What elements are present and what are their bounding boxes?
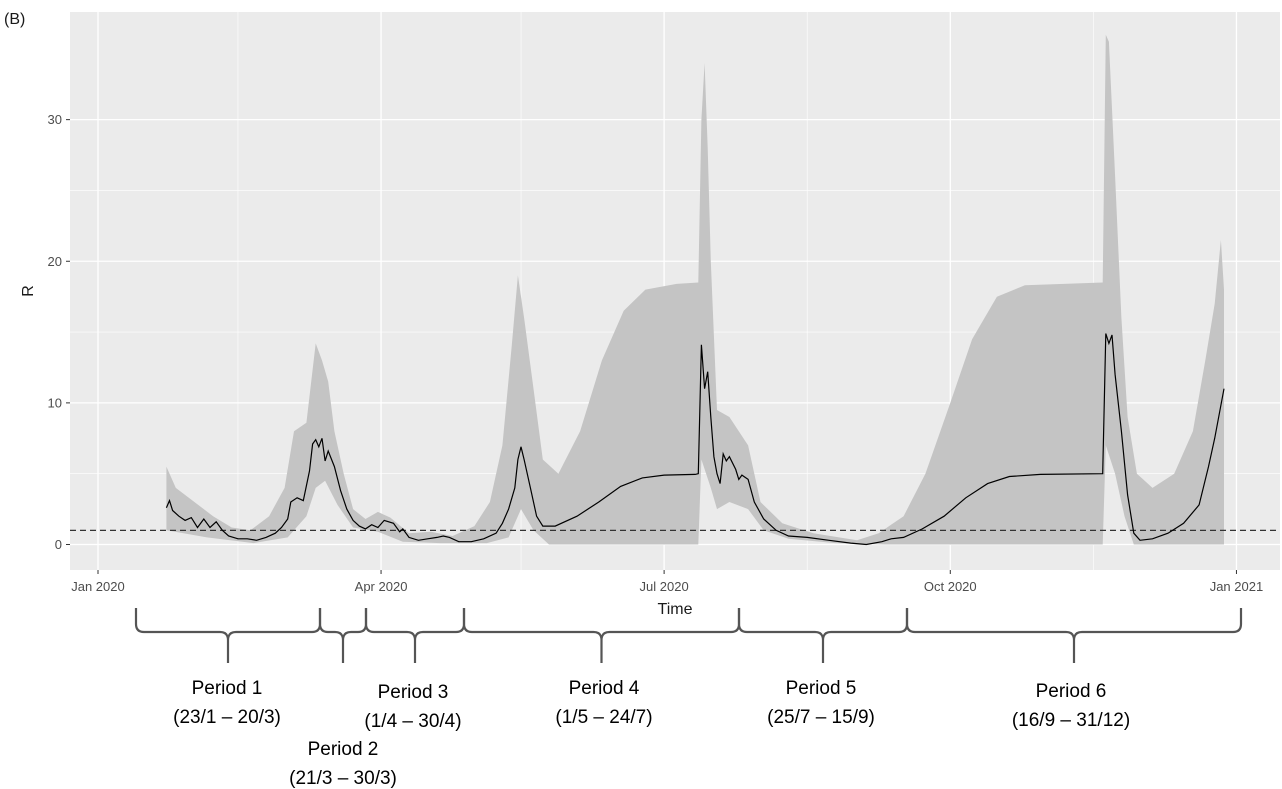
x-tick-label: Oct 2020 [924, 579, 977, 594]
period-label: Period 4 [569, 678, 640, 699]
period-brace [905, 608, 1243, 663]
period-label: Period 6 [1036, 681, 1107, 702]
period-brace [318, 608, 368, 663]
period-brace [134, 608, 322, 663]
period-annotations: Period 1 (23/1 – 20/3) Period 2 (21/3 – 30/… [134, 608, 1243, 789]
period-range: (25/7 – 15/9) [767, 707, 875, 728]
period-label: Period 1 [192, 678, 263, 699]
x-tick-label: Apr 2020 [355, 579, 408, 594]
y-tick-label: 0 [55, 537, 62, 552]
period-label: Period 2 [308, 739, 379, 760]
period-range: (1/4 – 30/4) [364, 711, 461, 732]
period-brace [737, 608, 909, 663]
y-tick-label: 10 [48, 395, 62, 410]
y-tick-label: 30 [48, 112, 62, 127]
y-axis-ticks: 0 10 20 30 [48, 112, 70, 552]
period-range: (21/3 – 30/3) [289, 768, 397, 789]
x-tick-label: Jan 2021 [1210, 579, 1264, 594]
y-axis-title: R [20, 285, 37, 297]
period-range: (16/9 – 31/12) [1012, 710, 1130, 731]
x-axis-title: Time [658, 601, 693, 618]
confidence-interval-ribbon [166, 34, 1224, 545]
period-brace [364, 608, 466, 663]
r-estimate-line [165, 333, 1225, 546]
x-tick-label: Jan 2020 [71, 579, 125, 594]
period-label: Period 3 [378, 682, 449, 703]
period-brace [462, 608, 741, 663]
period-range: (1/5 – 24/7) [555, 707, 652, 728]
x-tick-label: Jul 2020 [640, 579, 689, 594]
panel-label: (B) [4, 11, 25, 28]
x-axis-ticks: Jan 2020 Apr 2020 Jul 2020 Oct 2020 Jan 2021 [71, 570, 1263, 594]
period-label: Period 5 [786, 678, 857, 699]
y-tick-label: 20 [48, 254, 62, 269]
period-range: (23/1 – 20/3) [173, 707, 281, 728]
